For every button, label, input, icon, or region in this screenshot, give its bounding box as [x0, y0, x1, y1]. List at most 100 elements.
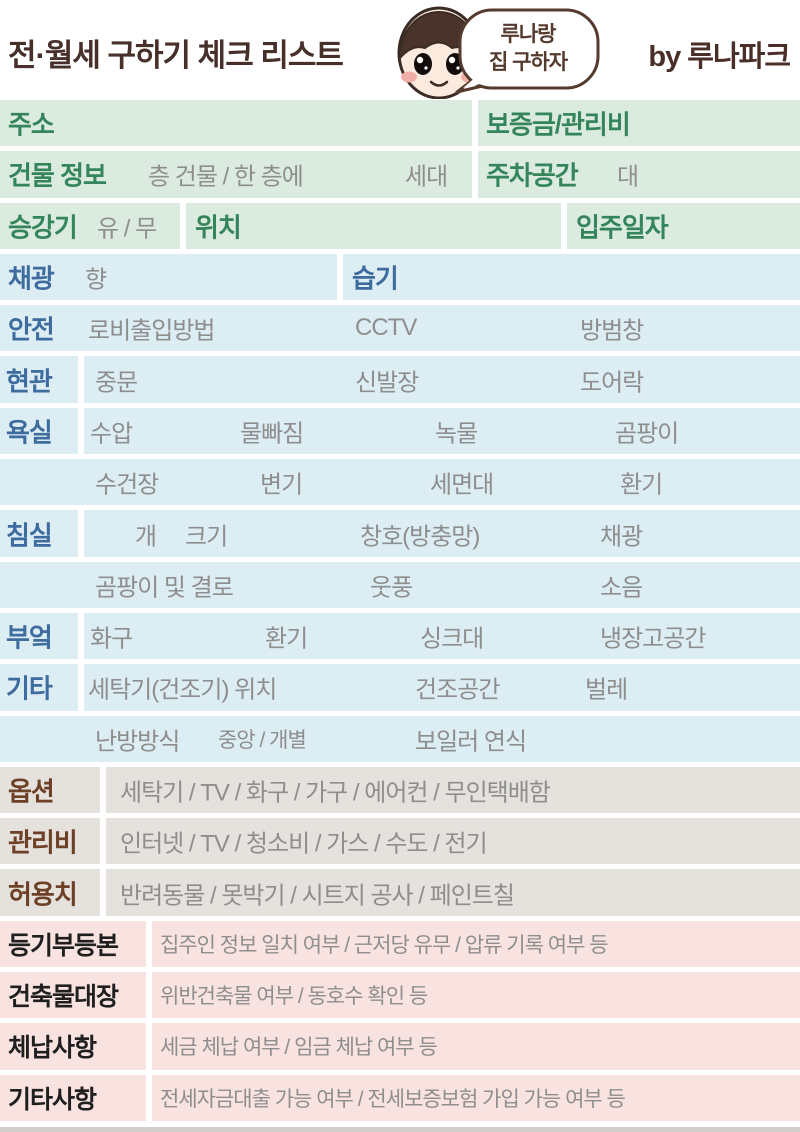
bedroom-item: 창호(방충망)	[360, 523, 480, 551]
mgmt-label: 관리비	[8, 827, 78, 858]
author-byline: by 루나파크	[648, 41, 791, 73]
cell-light: 채광 향	[0, 253, 337, 301]
row-etc: 기타 세탁기(건조기) 위치 건조공간 벌레	[0, 664, 800, 711]
header: 전·월세 구하기 체크 리스트 루나	[0, 0, 800, 100]
speech-bubble	[455, 8, 600, 94]
registry-label: 등기부등본	[8, 931, 119, 960]
row-safety: 안전 로비출입방법 CCTV 방범창	[0, 305, 800, 352]
row-bathroom: 욕실 수압 물빠짐 녹물 곰팡이	[0, 407, 800, 455]
etc-label: 기타	[6, 673, 53, 704]
cell-arrears-items: 세금 체납 여부 / 임금 체납 여부 등	[152, 1023, 800, 1070]
allowance-items: 반려동물 / 못박기 / 시트지 공사 / 페인트칠	[120, 882, 515, 910]
bubble-line-2: 집 구하자	[488, 51, 568, 74]
others-label: 기타사항	[8, 1085, 97, 1114]
cell-mgmt-items: 인터넷 / TV / 청소비 / 가스 / 수도 / 전기	[106, 818, 800, 865]
kitchen-item: 싱크대	[420, 625, 484, 653]
cell-others-label: 기타사항	[0, 1074, 146, 1121]
page-title: 전·월세 구하기 체크 리스트	[8, 38, 344, 73]
bedroom-item: 개	[135, 523, 157, 551]
kitchen-item: 환기	[265, 625, 308, 653]
bubble-line-1: 루나랑	[500, 23, 557, 46]
etc-item: 건조공간	[415, 676, 500, 704]
checklist-table: 주소 보증금/관리비 건물 정보 층 건물 / 한 층에 세대 주차공간 대 승…	[0, 100, 800, 1121]
bathroom-item: 변기	[260, 471, 303, 499]
bathroom-item: 곰팡이	[615, 420, 679, 448]
heating-item: 난방방식	[95, 728, 180, 756]
kitchen-item: 화구	[90, 625, 133, 653]
cell-building-info: 건물 정보 층 건물 / 한 층에 세대	[0, 151, 472, 198]
humidity-label: 습기	[352, 263, 399, 294]
bedroom-label: 침실	[6, 520, 53, 551]
cell-humidity: 습기	[343, 253, 800, 301]
bathroom-label: 욕실	[6, 417, 53, 448]
deposit-label: 보증금/관리비	[486, 109, 631, 140]
row-mgmt-fee: 관리비 인터넷 / TV / 청소비 / 가스 / 수도 / 전기	[0, 818, 800, 865]
row-elevator: 승강기 유 / 무 위치 입주일자	[0, 202, 800, 249]
row-options: 옵션 세탁기 / TV / 화구 / 가구 / 에어컨 / 무인택배함	[0, 766, 800, 814]
building-label: 건물 정보	[8, 160, 107, 191]
movein-label: 입주일자	[576, 212, 669, 243]
options-label: 옵션	[8, 776, 55, 807]
row-light: 채광 향 습기	[0, 253, 800, 301]
cell-kitchen-items: 화구 환기 싱크대 냉장고공간	[84, 612, 800, 660]
cell-options-items: 세탁기 / TV / 화구 / 가구 / 에어컨 / 무인택배함	[106, 766, 800, 814]
bedroom-item: 웃풍	[370, 574, 413, 602]
safety-item: 방범창	[580, 317, 644, 345]
bathroom-item: 수압	[90, 420, 133, 448]
row-others: 기타사항 전세자금대출 가능 여부 / 전세보증보험 가입 가능 여부 등	[0, 1074, 800, 1121]
cell-registry-items: 집주인 정보 일치 여부 / 근저당 유무 / 압류 기록 여부 등	[152, 920, 800, 968]
row-address: 주소 보증금/관리비	[0, 100, 800, 147]
ledger-label: 건축물대장	[8, 983, 119, 1012]
building-fill-1: 층 건물 / 한 층에	[148, 163, 304, 191]
bedroom-item: 곰팡이 및 결로	[95, 574, 234, 602]
cell-location: 위치	[186, 202, 561, 249]
row-ledger: 건축물대장 위반건축물 여부 / 동호수 확인 등	[0, 972, 800, 1019]
entrance-item: 중문	[95, 369, 138, 397]
kitchen-item: 냉장고공간	[600, 625, 706, 653]
cell-allowance-items: 반려동물 / 못박기 / 시트지 공사 / 페인트칠	[106, 869, 800, 916]
bathroom-item: 녹물	[435, 420, 478, 448]
cell-parking: 주차공간 대	[478, 151, 800, 198]
row-bathroom-2: 수건장 변기 세면대 환기	[0, 459, 800, 506]
row-allowance: 허용치 반려동물 / 못박기 / 시트지 공사 / 페인트칠	[0, 869, 800, 916]
bathroom-item: 수건장	[95, 471, 159, 499]
heating-item: 보일러 연식	[415, 728, 527, 756]
registry-items: 집주인 정보 일치 여부 / 근저당 유무 / 압류 기록 여부 등	[160, 933, 609, 957]
bathroom-item: 물빠짐	[240, 420, 304, 448]
elevator-fill: 유 / 무	[97, 215, 157, 243]
cell-ledger-label: 건축물대장	[0, 972, 146, 1019]
etc-item: 세탁기(건조기) 위치	[88, 676, 277, 704]
etc-item: 벌레	[585, 676, 628, 704]
heating-item: 중앙 / 개별	[218, 728, 307, 752]
bedroom-item: 채광	[600, 523, 643, 551]
cell-safety: 안전 로비출입방법 CCTV 방범창	[0, 305, 800, 352]
ledger-items: 위반건축물 여부 / 동호수 확인 등	[160, 985, 428, 1009]
cell-kitchen-label: 부엌	[0, 612, 78, 660]
entrance-item: 신발장	[355, 369, 419, 397]
row-heating: 난방방식 중앙 / 개별 보일러 연식	[0, 715, 800, 762]
cell-mgmt-label: 관리비	[0, 818, 100, 865]
light-item: 향	[85, 266, 107, 294]
cell-bathroom-items: 수압 물빠짐 녹물 곰팡이	[84, 407, 800, 455]
row-arrears: 체납사항 세금 체납 여부 / 임금 체납 여부 등	[0, 1023, 800, 1070]
row-entrance: 현관 중문 신발장 도어락	[0, 356, 800, 403]
cell-bedroom-items-2: 곰팡이 및 결로 웃풍 소음	[0, 561, 800, 608]
row-bedroom: 침실 개 크기 창호(방충망) 채광	[0, 510, 800, 557]
row-registry: 등기부등본 집주인 정보 일치 여부 / 근저당 유무 / 압류 기록 여부 등	[0, 920, 800, 968]
light-label: 채광	[8, 263, 55, 294]
elevator-label: 승강기	[8, 212, 78, 243]
location-label: 위치	[195, 212, 242, 243]
allowance-label: 허용치	[8, 879, 78, 910]
speech-bubble-text: 루나랑 집 구하자	[462, 16, 594, 82]
cell-deposit: 보증금/관리비	[478, 100, 800, 147]
others-items: 전세자금대출 가능 여부 / 전세보증보험 가입 가능 여부 등	[160, 1087, 626, 1111]
cell-options-label: 옵션	[0, 766, 100, 814]
cell-bathroom-label: 욕실	[0, 407, 78, 455]
cell-entrance-label: 현관	[0, 356, 78, 403]
cell-elevator: 승강기 유 / 무	[0, 202, 180, 249]
cell-allowance-label: 허용치	[0, 869, 100, 916]
safety-item: 로비출입방법	[88, 317, 215, 345]
character-face-icon	[397, 6, 600, 99]
parking-fill: 대	[617, 163, 639, 191]
